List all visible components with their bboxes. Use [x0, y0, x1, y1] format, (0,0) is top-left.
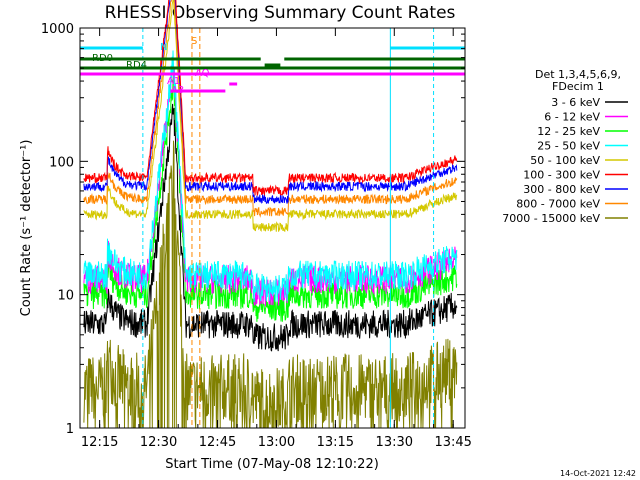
series-line — [83, 0, 458, 204]
y-tick-label: 10 — [57, 289, 74, 304]
x-tick-label: 13:15 — [317, 435, 354, 450]
chart-title: RHESSI Observing Summary Count Rates — [105, 3, 456, 23]
annotation-label: A3 — [171, 85, 184, 96]
x-tick-label: 12:15 — [81, 435, 118, 450]
annotation-label: AQ — [195, 68, 210, 79]
legend-entry-label: 300 - 800 keV — [523, 183, 600, 196]
legend: Det 1,3,4,5,6,9,FDecim 1 3 - 6 keV 6 - 12 … — [502, 68, 628, 225]
footer-date: 14-Oct-2021 12:42 — [560, 469, 636, 478]
x-tick-label: 12:45 — [199, 435, 236, 450]
series-line — [83, 140, 458, 429]
legend-entry-label: 3 - 6 keV — [551, 96, 600, 109]
series-line — [83, 103, 458, 352]
plot-frame — [79, 27, 466, 429]
legend-entry-label: 25 - 50 keV — [537, 140, 600, 153]
legend-entry-label: 800 - 7000 keV — [516, 198, 600, 211]
x-tick-label: 13:00 — [258, 435, 295, 450]
legend-header: FDecim 1 — [552, 80, 604, 93]
series-line — [83, 0, 458, 197]
legend-header: Det 1,3,4,5,6,9, — [535, 68, 621, 81]
series-line — [83, 0, 458, 233]
annotation-label: N — [160, 42, 167, 53]
legend-entry-label: 12 - 25 keV — [537, 125, 600, 138]
x-tick-label: 12:30 — [140, 435, 177, 450]
y-ticks: 1 10 100 1000 — [41, 22, 465, 437]
x-ticks: 12:15 12:30 12:45 13:00 13:15 13:30 13:45 — [79, 28, 472, 450]
legend-entry-label: 50 - 100 keV — [530, 154, 600, 167]
y-tick-label: 100 — [49, 155, 74, 170]
legend-entry-label: 6 - 12 keV — [544, 111, 600, 124]
y-tick-label: 1000 — [41, 22, 74, 37]
legend-entry-label: 100 - 300 keV — [523, 169, 600, 182]
series-line — [83, 0, 458, 218]
x-axis-label: Start Time (07-May-08 12:10:22) — [165, 457, 379, 472]
annotation-label: A1 — [167, 76, 180, 87]
x-tick-label: 13:45 — [434, 435, 471, 450]
annotation-label: RD0 — [92, 53, 113, 64]
legend-entry-label: 7000 - 15000 keV — [502, 212, 600, 225]
y-axis-label: Count Rate (s⁻¹ detector⁻¹) — [19, 140, 34, 317]
series-line — [83, 50, 458, 302]
annotation-label: S — [191, 36, 197, 47]
x-tick-label: 13:30 — [376, 435, 413, 450]
annotation-label: RD4 — [126, 60, 147, 71]
y-tick-label: 1 — [66, 422, 74, 437]
